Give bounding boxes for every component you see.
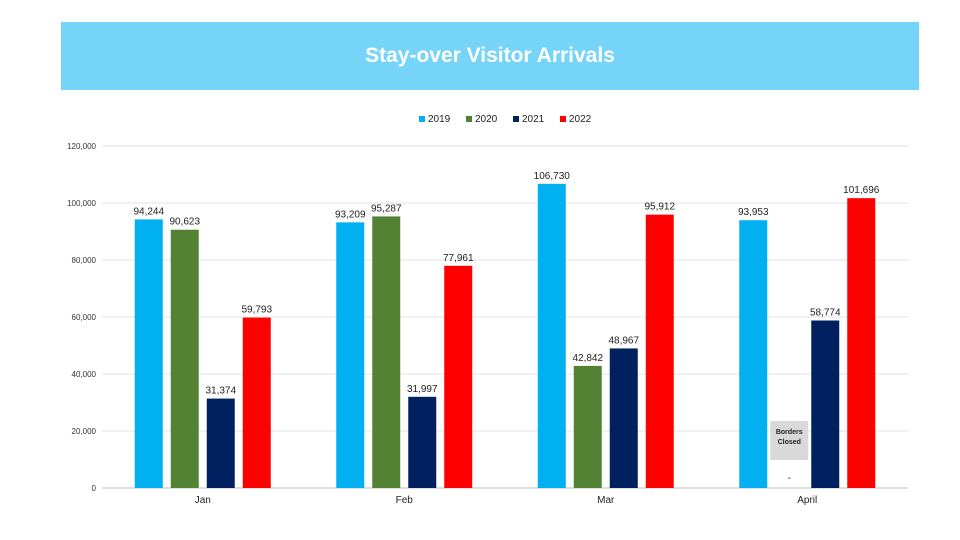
- legend-label-2019: 2019: [428, 114, 451, 125]
- x-tick-label-feb: Feb: [396, 495, 414, 506]
- bar-mar-2020: [573, 365, 602, 488]
- title-banner: Stay-over Visitor Arrivals: [61, 22, 919, 90]
- bar-april-2021: [811, 320, 840, 488]
- legend-label-2022: 2022: [569, 114, 592, 125]
- bar-mar-2021: [609, 348, 638, 488]
- bar-feb-2020: [372, 216, 401, 488]
- bar-mar-2022: [645, 214, 674, 488]
- bar-mar-2019: [537, 183, 566, 488]
- y-tick-label-100-000: 100,000: [67, 199, 96, 208]
- bar-april-2022: [847, 198, 876, 489]
- annotation-text-borders: Borders: [776, 429, 803, 436]
- y-tick-label-20-000: 20,000: [72, 427, 97, 436]
- annotation-text-closed: Closed: [778, 439, 801, 446]
- data-label-mar-2022: 95,912: [644, 202, 675, 213]
- legend-label-2020: 2020: [475, 114, 498, 125]
- data-label-mar-2021: 48,967: [608, 335, 639, 346]
- bar-jan-2022: [242, 317, 271, 488]
- chart-title: Stay-over Visitor Arrivals: [365, 44, 615, 67]
- bar-feb-2022: [444, 265, 473, 488]
- legend-swatch-2020: [466, 116, 472, 122]
- bar-feb-2021: [408, 396, 437, 488]
- y-tick-label-60-000: 60,000: [72, 313, 97, 322]
- data-label-mar-2019: 106,730: [534, 171, 571, 182]
- data-label-jan-2019: 94,244: [133, 206, 164, 217]
- data-label-mar-2020: 42,842: [572, 353, 603, 364]
- data-label-feb-2019: 93,209: [335, 209, 366, 220]
- data-label-april-2022: 101,696: [843, 185, 880, 196]
- x-tick-label-april: April: [797, 495, 817, 506]
- x-tick-label-mar: Mar: [597, 495, 615, 506]
- bar-jan-2021: [206, 398, 235, 488]
- bar-jan-2019: [134, 219, 163, 488]
- annotation-box: [770, 421, 809, 460]
- legend-label-2021: 2021: [522, 114, 545, 125]
- y-tick-label-80-000: 80,000: [72, 256, 97, 265]
- data-label-feb-2021: 31,997: [407, 384, 438, 395]
- legend-swatch-2022: [560, 116, 566, 122]
- y-tick-label-0: 0: [92, 484, 97, 493]
- bar-jan-2020: [170, 229, 199, 488]
- x-tick-label-jan: Jan: [195, 495, 211, 506]
- data-label-april-2019: 93,953: [738, 207, 769, 218]
- y-tick-label-120-000: 120,000: [67, 142, 96, 151]
- data-label-feb-2022: 77,961: [443, 253, 474, 264]
- data-label-april-2020: -: [788, 473, 791, 484]
- data-label-jan-2022: 59,793: [241, 305, 272, 316]
- data-label-april-2021: 58,774: [810, 307, 841, 318]
- data-label-feb-2020: 95,287: [371, 203, 402, 214]
- bar-april-2019: [739, 220, 768, 488]
- data-label-jan-2020: 90,623: [169, 217, 200, 228]
- legend-swatch-2021: [513, 116, 519, 122]
- y-tick-label-40-000: 40,000: [72, 370, 97, 379]
- bar-feb-2019: [336, 222, 365, 488]
- legend-swatch-2019: [419, 116, 425, 122]
- data-label-jan-2021: 31,374: [205, 386, 236, 397]
